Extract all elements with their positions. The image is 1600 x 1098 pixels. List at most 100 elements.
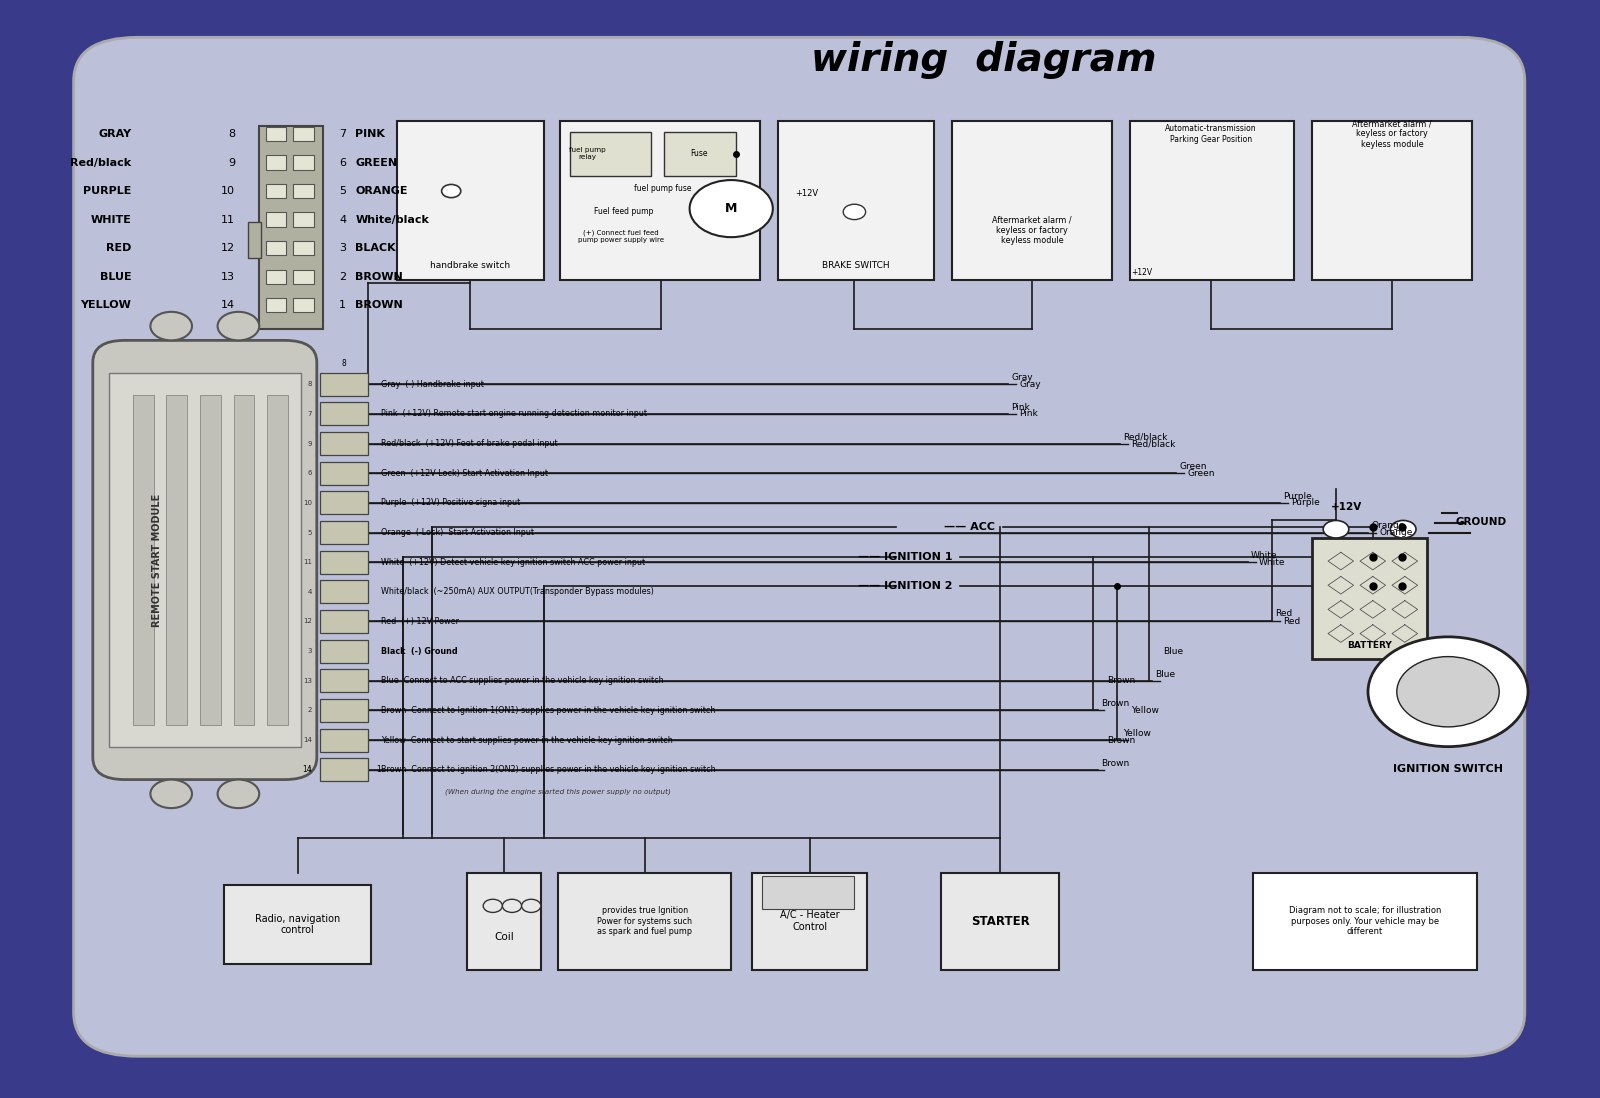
Text: 13: 13 (221, 271, 235, 282)
Circle shape (483, 899, 502, 912)
Text: wiring  diagram: wiring diagram (811, 42, 1157, 79)
Text: Brown  Connect to ignition 2(ON2) supplies power in the vehicle key ignition swi: Brown Connect to ignition 2(ON2) supplie… (381, 765, 715, 774)
Bar (941, 873, 1059, 970)
Text: REMOTE START MODULE: REMOTE START MODULE (152, 493, 162, 627)
Text: Red  (+) 12V Power: Red (+) 12V Power (381, 617, 459, 626)
Bar (320, 461, 368, 484)
Bar (320, 610, 368, 632)
Bar (558, 873, 731, 970)
Text: Purple  (+12V) Positive signa input: Purple (+12V) Positive signa input (381, 498, 520, 507)
Text: 1: 1 (307, 766, 312, 773)
Text: GROUND: GROUND (1456, 516, 1507, 527)
Text: White/black: White/black (355, 214, 429, 225)
Text: 1: 1 (339, 300, 346, 311)
Circle shape (843, 204, 866, 220)
Text: 7: 7 (339, 128, 346, 139)
Bar (320, 729, 368, 751)
Text: 7: 7 (307, 411, 312, 417)
Circle shape (1368, 637, 1528, 747)
Text: PURPLE: PURPLE (83, 186, 131, 197)
Text: 10: 10 (302, 500, 312, 506)
Text: Orange  (-Lock)  Start Activation Input: Orange (-Lock) Start Activation Input (381, 528, 534, 537)
Text: Purple: Purple (1291, 498, 1320, 507)
Text: Brown: Brown (1101, 699, 1130, 708)
Text: —— IGNITION 2: —— IGNITION 2 (858, 581, 952, 592)
Bar (109, 373, 301, 747)
Text: 8: 8 (229, 128, 235, 139)
Bar (320, 402, 368, 425)
Text: 14: 14 (221, 300, 235, 311)
Text: (+) Connect fuel feed
pump power supply wire: (+) Connect fuel feed pump power supply … (578, 229, 664, 243)
Bar (762, 876, 854, 909)
Text: Aftermarket alarm /
keyless or factory
keyless module: Aftermarket alarm / keyless or factory k… (992, 215, 1072, 246)
Bar (267, 395, 288, 725)
Text: BRAKE SWITCH: BRAKE SWITCH (822, 261, 890, 270)
Text: provides true Ignition
Power for systems such
as spark and fuel pump: provides true Ignition Power for systems… (597, 906, 693, 937)
Bar (293, 212, 314, 226)
Text: Red: Red (1275, 609, 1293, 618)
Text: 14: 14 (302, 737, 312, 743)
Circle shape (1323, 520, 1349, 538)
Text: Fuel feed pump: Fuel feed pump (594, 208, 654, 216)
Text: IGNITION SWITCH: IGNITION SWITCH (1394, 763, 1502, 774)
Bar (320, 669, 368, 693)
Text: 12: 12 (221, 243, 235, 254)
Text: 10: 10 (221, 186, 235, 197)
Text: 14: 14 (302, 765, 312, 774)
Bar (560, 121, 760, 280)
Text: BLACK: BLACK (355, 243, 395, 254)
Circle shape (442, 184, 461, 198)
Bar (293, 155, 314, 169)
Bar (397, 121, 544, 280)
Bar (266, 212, 286, 226)
Text: M: M (725, 202, 738, 215)
Bar (952, 121, 1112, 280)
Bar (320, 758, 368, 782)
Text: —— ACC: —— ACC (944, 522, 995, 533)
Text: Red/black: Red/black (70, 157, 131, 168)
Bar (752, 873, 867, 970)
Text: 3: 3 (307, 648, 312, 654)
Bar (200, 395, 221, 725)
Text: Blue  Connect to ACC supplies power in the vehicle key ignition switch: Blue Connect to ACC supplies power in th… (381, 676, 664, 685)
Text: Brown  Connect to Ignition 1(ON1) supplies power in the vehicle key ignition swi: Brown Connect to Ignition 1(ON1) supplie… (381, 706, 715, 715)
Text: BROWN: BROWN (355, 271, 403, 282)
Text: Automatic-transmission
Parking Gear Position: Automatic-transmission Parking Gear Posi… (1165, 124, 1258, 144)
Text: White/black  (~250mA) AUX OUTPUT(Transponder Bypass modules): White/black (~250mA) AUX OUTPUT(Transpon… (381, 587, 654, 596)
Text: YELLOW: YELLOW (80, 300, 131, 311)
Text: Red/black: Red/black (1123, 433, 1168, 441)
Text: Fuse: Fuse (691, 149, 707, 158)
Bar (293, 240, 314, 255)
Bar (224, 885, 371, 964)
Text: Green: Green (1179, 462, 1206, 471)
Bar (166, 395, 187, 725)
Text: Green  (+12V Lock) Start Activation Input: Green (+12V Lock) Start Activation Input (381, 469, 547, 478)
Bar (293, 269, 314, 283)
Circle shape (150, 312, 192, 340)
Text: Yellow: Yellow (1131, 706, 1158, 715)
Text: +12V: +12V (795, 189, 818, 198)
Bar (1312, 538, 1427, 659)
Circle shape (522, 899, 541, 912)
Text: fuel pump
relay: fuel pump relay (570, 147, 605, 160)
Text: 5: 5 (339, 186, 346, 197)
Text: Aftermarket alarm /
keyless or factory
keyless module: Aftermarket alarm / keyless or factory k… (1352, 119, 1432, 149)
Text: Blue: Blue (1163, 647, 1184, 656)
Text: 6: 6 (307, 470, 312, 477)
Bar (293, 298, 314, 312)
Circle shape (1397, 657, 1499, 727)
Text: 4: 4 (307, 589, 312, 595)
Bar (778, 121, 934, 280)
Bar (320, 372, 368, 395)
Text: Black  (-) Ground: Black (-) Ground (381, 647, 458, 656)
Text: 11: 11 (221, 214, 235, 225)
Bar (467, 873, 541, 970)
Bar (1130, 121, 1294, 280)
Text: 5: 5 (307, 529, 312, 536)
Text: GREEN: GREEN (355, 157, 397, 168)
Text: Radio, navigation
control: Radio, navigation control (254, 914, 341, 935)
Bar (320, 698, 368, 722)
Text: RED: RED (106, 243, 131, 254)
Text: Pink  (+12V) Remote start engine running detection monitor input: Pink (+12V) Remote start engine running … (381, 410, 646, 418)
Text: BATTERY: BATTERY (1347, 641, 1392, 650)
